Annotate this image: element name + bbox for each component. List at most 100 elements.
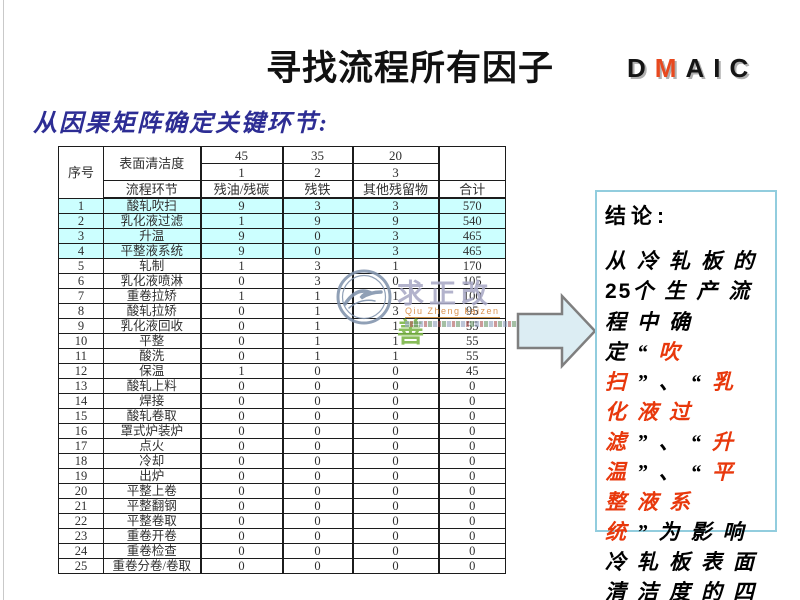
table-row: 21 平整翻钢 0 0 0 0 — [58, 498, 506, 514]
row-name: 酸轧卷取 — [103, 408, 201, 424]
row-no: 25 — [58, 558, 104, 574]
row-total: 0 — [438, 468, 506, 484]
dmaic-letter-M: M — [654, 53, 686, 83]
row-v3: 0 — [351, 498, 440, 514]
row-name: 重卷检查 — [103, 543, 201, 559]
row-no: 5 — [58, 258, 104, 274]
row-v1: 0 — [199, 528, 284, 544]
row-total: 0 — [438, 408, 506, 424]
row-total: 55 — [438, 333, 506, 349]
row-v3: 1 — [351, 333, 440, 349]
row-v3: 0 — [351, 408, 440, 424]
row-no: 11 — [58, 348, 104, 364]
row-v2: 1 — [281, 318, 354, 334]
header-defect-3: 其他残留物 — [351, 180, 440, 199]
table-row: 18 冷却 0 0 0 0 — [58, 453, 506, 469]
row-v2: 3 — [281, 258, 354, 274]
matrix-table: 序号 表面清洁度 45 35 20 1 2 3 流程环节 残油/残碳 残铁 其他… — [58, 146, 506, 574]
row-total: 0 — [438, 378, 506, 394]
row-name: 酸轧上料 — [103, 378, 201, 394]
row-no: 18 — [58, 453, 104, 469]
row-v3: 0 — [351, 543, 440, 559]
table-row: 11 酸洗 0 1 1 55 — [58, 348, 506, 364]
table-row: 25 重卷分卷/卷取 0 0 0 0 — [58, 558, 506, 574]
row-name: 平整翻钢 — [103, 498, 201, 514]
row-name: 升温 — [103, 228, 201, 244]
row-total: 465 — [438, 228, 506, 244]
row-name: 酸轧拉矫 — [103, 303, 201, 319]
row-v1: 0 — [199, 438, 284, 454]
row-total: 0 — [438, 513, 506, 529]
row-v1: 0 — [199, 423, 284, 439]
row-total: 570 — [438, 197, 506, 214]
header-process: 流程环节 — [103, 180, 201, 199]
table-row: 3 升温 9 0 3 465 — [58, 228, 506, 244]
table-row: 2 乳化液过滤 1 9 9 540 — [58, 213, 506, 229]
row-no: 3 — [58, 228, 104, 244]
row-no: 24 — [58, 543, 104, 559]
row-no: 20 — [58, 483, 104, 499]
row-no: 12 — [58, 363, 104, 379]
row-total: 0 — [438, 543, 506, 559]
conclusion-text: ”、“ — [637, 460, 712, 484]
row-v3: 0 — [351, 363, 440, 379]
conclusion-key-term: 吹扫 — [605, 340, 691, 394]
slide-left-edge — [3, 0, 4, 600]
table-row: 5 轧制 1 3 1 170 — [58, 258, 506, 274]
dmaic-letter-A: A — [685, 53, 714, 83]
conclusion-text: 从冷轧板的 — [605, 249, 765, 273]
row-no: 4 — [58, 243, 104, 259]
row-v3: 0 — [351, 513, 440, 529]
row-v3: 1 — [351, 348, 440, 364]
row-v3: 3 — [351, 303, 440, 319]
table-row: 23 重卷开卷 0 0 0 0 — [58, 528, 506, 544]
row-v1: 0 — [199, 483, 284, 499]
row-total: 0 — [438, 393, 506, 409]
dmaic-letter-I: I — [713, 53, 730, 83]
header-row-ranks: 1 2 3 — [59, 163, 506, 181]
row-total: 0 — [438, 438, 506, 454]
row-no: 16 — [58, 423, 104, 439]
row-no: 19 — [58, 468, 104, 484]
row-name: 点火 — [103, 438, 201, 454]
row-v2: 0 — [281, 468, 354, 484]
table-row: 20 平整上卷 0 0 0 0 — [58, 483, 506, 499]
row-v2: 0 — [281, 228, 354, 244]
row-no: 6 — [58, 273, 104, 289]
row-total: 0 — [438, 483, 506, 499]
row-v1: 0 — [199, 408, 284, 424]
row-no: 21 — [58, 498, 104, 514]
dmaic-letter-D: D — [627, 53, 655, 83]
conclusion-text: 个生产流程中确定 — [605, 279, 761, 364]
conclusion-key-term: 乳化液过滤 — [605, 370, 744, 454]
row-no: 10 — [58, 333, 104, 349]
row-v3: 0 — [351, 273, 440, 289]
row-no: 22 — [58, 513, 104, 529]
header-serial: 序号 — [58, 146, 104, 199]
row-v1: 9 — [199, 228, 284, 244]
conclusion-heading: 结论: — [605, 205, 669, 228]
row-v3: 0 — [351, 438, 440, 454]
conclusion-text: ” — [637, 520, 659, 544]
row-v2: 0 — [281, 408, 354, 424]
rank-2: 2 — [281, 163, 354, 181]
rank-1: 1 — [199, 163, 284, 181]
conclusion-box: 结论: 从冷轧板的25个生产流程中确定“吹扫”、“乳化液过滤”、“升温”、“平整… — [595, 190, 777, 600]
row-name: 保温 — [103, 363, 201, 379]
subtitle: 从因果矩阵确定关键环节: — [33, 111, 329, 137]
row-total: 55 — [438, 348, 506, 364]
table-row: 6 乳化液喷淋 0 3 0 105 — [58, 273, 506, 289]
table-row: 16 罩式炉装炉 0 0 0 0 — [58, 423, 506, 439]
row-v2: 3 — [281, 197, 354, 214]
row-total: 170 — [438, 258, 506, 274]
row-v1: 1 — [199, 288, 284, 304]
weight-2: 35 — [281, 146, 354, 164]
row-v3: 1 — [351, 258, 440, 274]
row-name: 平整 — [103, 333, 201, 349]
dmaic-letter-C: C — [729, 53, 758, 83]
row-v1: 9 — [199, 197, 284, 214]
row-v2: 0 — [281, 438, 354, 454]
row-v2: 0 — [281, 543, 354, 559]
row-no: 8 — [58, 303, 104, 319]
row-no: 14 — [58, 393, 104, 409]
